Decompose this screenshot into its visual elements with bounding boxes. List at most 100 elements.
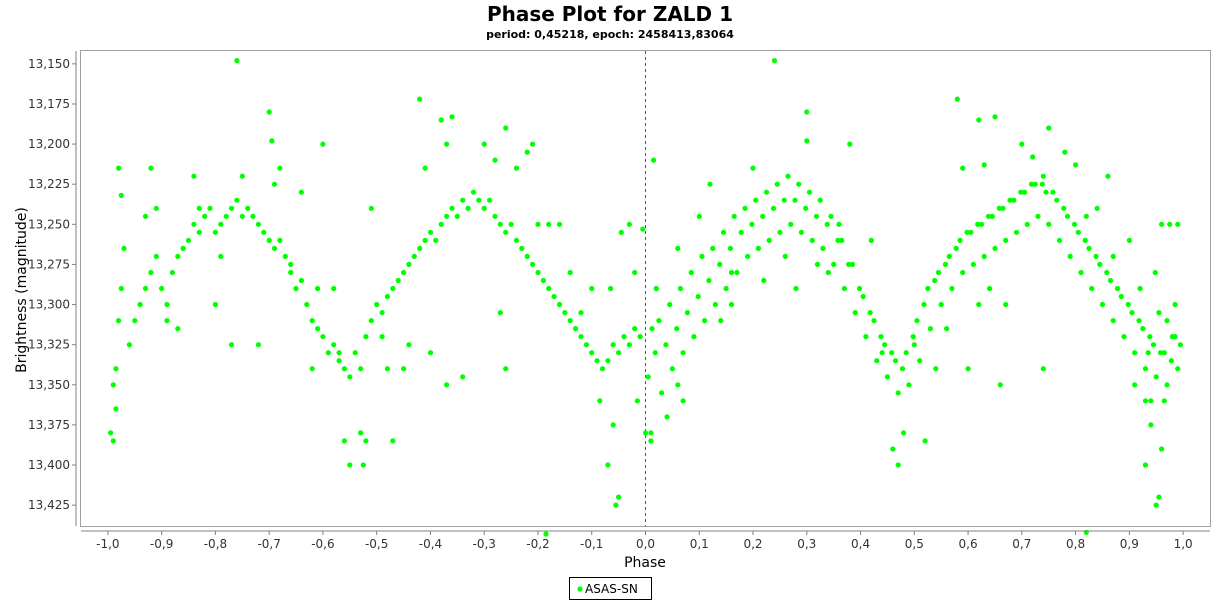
data-point: [411, 253, 417, 259]
data-point: [782, 253, 788, 259]
data-point: [546, 221, 552, 227]
data-point: [728, 301, 735, 308]
data-point: [1046, 125, 1052, 131]
x-tick-label: -0,1: [580, 537, 603, 551]
data-point: [922, 438, 928, 444]
data-point: [777, 229, 783, 235]
data-point: [551, 293, 557, 300]
data-point: [363, 438, 369, 444]
data-point: [831, 261, 837, 267]
data-point: [1040, 366, 1046, 372]
data-point: [503, 229, 509, 235]
data-point: [487, 197, 493, 203]
data-point: [309, 366, 315, 372]
data-point: [556, 221, 563, 227]
data-point: [793, 285, 799, 292]
data-point: [589, 350, 595, 356]
y-tick-label: 13,300: [28, 298, 70, 312]
legend: ASAS-SN: [569, 577, 652, 600]
data-point: [266, 237, 272, 243]
data-point: [1156, 494, 1162, 500]
data-point: [417, 96, 423, 102]
data-point: [228, 342, 235, 348]
data-point: [970, 261, 977, 267]
data-point: [803, 205, 809, 211]
data-point: [860, 293, 866, 300]
data-point: [763, 189, 770, 195]
data-point: [1140, 326, 1146, 332]
data-point: [1132, 350, 1138, 356]
data-point: [379, 310, 385, 316]
data-point: [626, 221, 633, 227]
data-point: [610, 422, 616, 428]
data-point: [406, 342, 412, 348]
data-point: [707, 181, 713, 187]
data-point: [175, 326, 181, 332]
data-point: [562, 310, 568, 316]
data-point: [675, 245, 681, 251]
data-point: [731, 213, 737, 219]
data-point: [336, 358, 342, 364]
data-point: [1040, 173, 1046, 179]
data-point: [985, 213, 992, 219]
x-tick-label: 1,0: [1174, 537, 1193, 551]
data-point: [699, 253, 705, 259]
data-point: [674, 326, 680, 332]
data-point: [642, 430, 649, 436]
data-point: [1104, 269, 1110, 276]
data-point: [728, 269, 735, 276]
data-point: [567, 318, 573, 324]
data-point: [749, 221, 755, 227]
data-point: [543, 531, 549, 537]
data-point: [1032, 181, 1038, 187]
data-point: [578, 334, 584, 340]
data-point: [706, 277, 712, 284]
data-point: [390, 438, 396, 444]
x-tick-label: -0,8: [204, 537, 227, 551]
data-point: [938, 301, 944, 308]
data-point: [863, 334, 869, 340]
data-point: [804, 109, 810, 115]
data-point: [981, 162, 987, 168]
data-point: [524, 253, 530, 259]
data-point: [1175, 366, 1181, 372]
data-point: [444, 141, 450, 147]
data-point: [288, 261, 294, 267]
data-point: [218, 221, 224, 227]
data-point: [519, 245, 525, 251]
data-point: [180, 245, 186, 251]
data-point: [1043, 189, 1049, 195]
data-point: [1019, 141, 1025, 147]
data-point: [954, 96, 960, 102]
data-point: [1105, 173, 1111, 179]
data-point: [1075, 229, 1081, 235]
data-point: [1148, 422, 1154, 428]
data-point: [1157, 350, 1164, 356]
data-point: [1073, 162, 1079, 168]
data-point: [368, 318, 374, 324]
data-point: [760, 213, 766, 219]
data-point: [605, 358, 611, 364]
data-point: [331, 285, 337, 292]
data-point: [1153, 502, 1159, 508]
data-point: [358, 366, 364, 372]
data-point: [223, 213, 229, 219]
data-point: [996, 205, 1002, 211]
data-point: [903, 350, 909, 356]
data-point: [824, 221, 830, 227]
data-point: [113, 406, 119, 412]
data-point: [116, 165, 122, 171]
data-point: [1145, 350, 1151, 356]
data-point: [634, 398, 641, 404]
x-tick-label: -0,7: [257, 537, 280, 551]
data-point: [438, 117, 444, 123]
data-point: [282, 253, 288, 259]
data-point: [481, 141, 487, 147]
y-tick-label: 13,350: [28, 378, 70, 392]
data-point: [750, 165, 756, 171]
data-point: [1089, 285, 1095, 292]
data-points: [108, 58, 1183, 537]
data-point: [573, 326, 579, 332]
data-point: [978, 221, 985, 227]
